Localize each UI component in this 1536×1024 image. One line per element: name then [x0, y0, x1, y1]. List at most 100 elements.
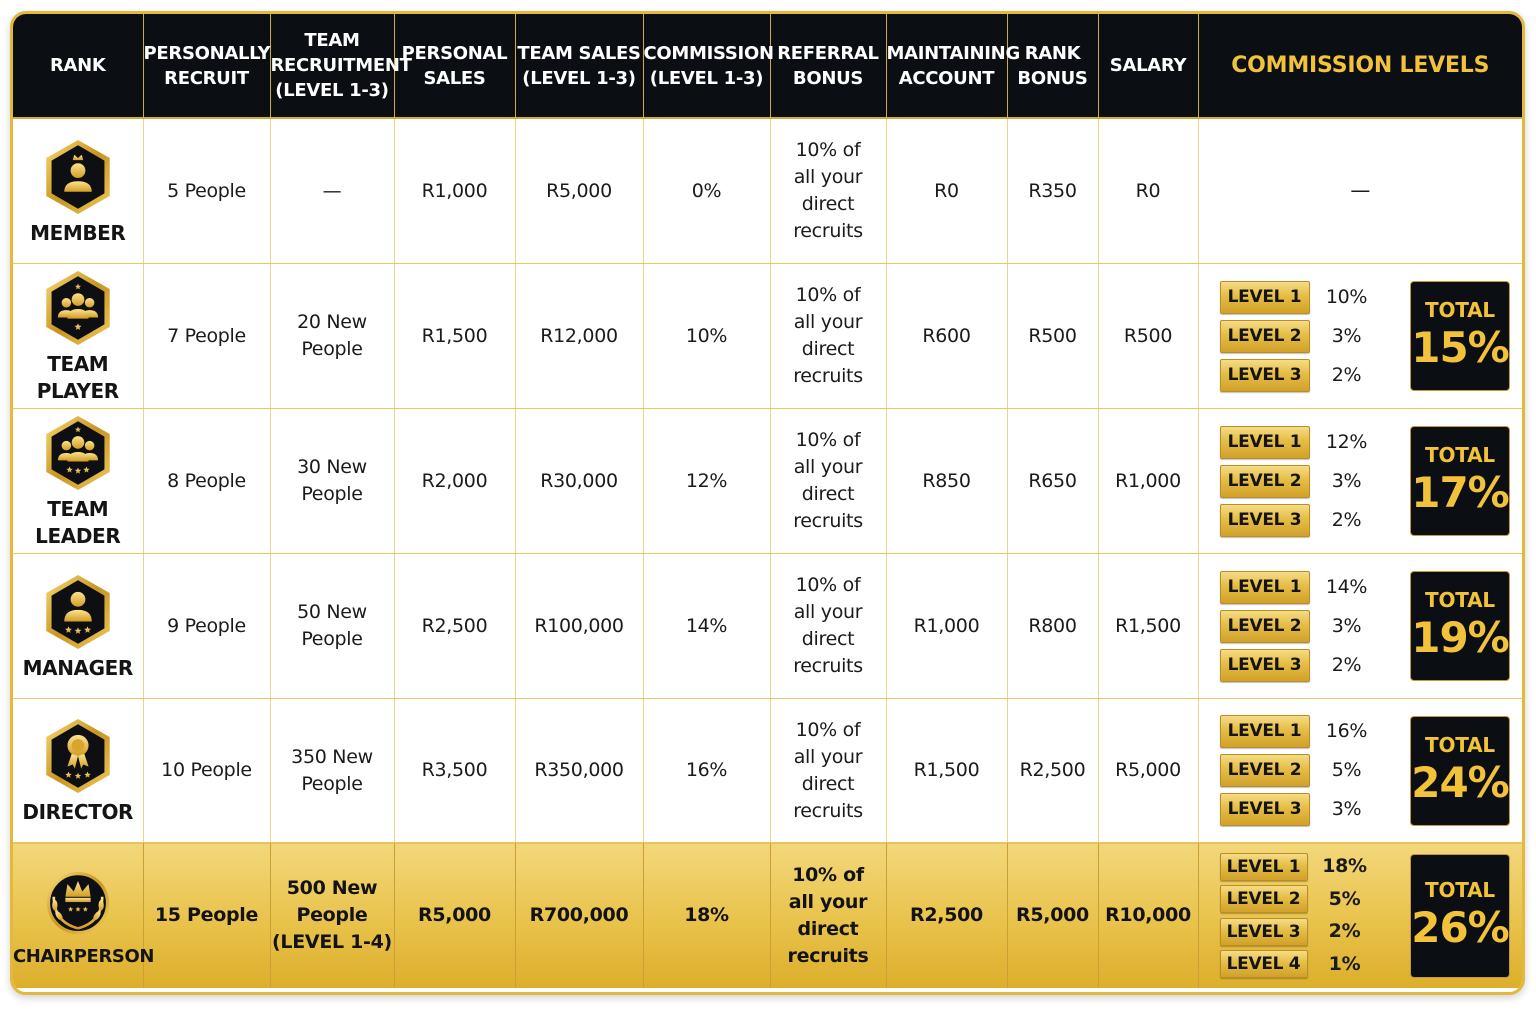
referral-bonus-cell: 10% of all your direct recruits [770, 118, 887, 264]
total-value: 15% [1411, 323, 1510, 372]
level-label: LEVEL 1 [1219, 425, 1310, 459]
commission-levels: LEVEL 1 18% LEVEL 2 5% LEVEL 3 2% LEVEL 4 1% TOT… [1199, 843, 1523, 988]
level-percent: 12% [1325, 430, 1368, 453]
total-box: TOTAL 17% [1410, 426, 1510, 536]
header-rank-bonus: RANK BONUS [1007, 14, 1099, 119]
rank-commission-table: RANK PERSONALLY RECRUIT TEAM RECRUITMENT (L… [13, 14, 1522, 988]
team-sales-cell: R100,000 [515, 553, 644, 699]
table-row: MANAGER 9 People 50 New People R2,500 R100,00… [13, 553, 1522, 699]
salary-cell: R500 [1098, 263, 1199, 409]
level-row: LEVEL 2 5% [1219, 883, 1382, 916]
header-personally-recruit: PERSONALLY RECRUIT [143, 14, 271, 119]
maintaining-account-cell: R1,500 [886, 698, 1008, 843]
header-commission: COMMISSION (LEVEL 1-3) [643, 14, 774, 119]
level-label: LEVEL 2 [1219, 609, 1310, 643]
rank-cell: MEMBER [13, 118, 144, 264]
team-recruitment-cell: — [270, 118, 395, 264]
level-row: LEVEL 1 14% [1219, 568, 1384, 607]
commission-levels: LEVEL 1 10% LEVEL 2 3% LEVEL 3 2% TOTAL 15% [1199, 264, 1523, 408]
header-line: SALARY [1109, 55, 1187, 76]
level-percent: 14% [1325, 575, 1368, 598]
referral-bonus-line: direct [801, 193, 855, 215]
table-row: TEAM PLAYER 7 People 20 New People R1,500 R12… [13, 263, 1523, 409]
header-line: ACCOUNT [898, 67, 995, 89]
personal-sales-cell: R5,000 [394, 842, 516, 988]
rank-name: MEMBER [30, 220, 126, 245]
rank-name: DIRECTOR [22, 800, 134, 824]
person-three-stars-badge-icon [46, 574, 110, 649]
level-row: LEVEL 1 10% [1219, 278, 1384, 317]
maintaining-account-cell: R2,500 [886, 842, 1008, 988]
total-value: 19% [1411, 613, 1510, 662]
level-row: LEVEL 3 2% [1219, 356, 1384, 395]
total-label: TOTAL [1425, 877, 1495, 902]
crown-laurel-badge-icon [46, 872, 109, 935]
level-percent: 16% [1325, 720, 1368, 742]
referral-bonus-line: recruits [793, 220, 863, 242]
header-line: RANK [1024, 42, 1081, 64]
level-list: LEVEL 1 12% LEVEL 2 3% LEVEL 3 2% [1219, 423, 1384, 540]
referral-bonus-line: direct [801, 483, 855, 505]
team-recruitment-cell: 20 New People [270, 263, 395, 409]
level-row: LEVEL 3 2% [1219, 916, 1382, 949]
level-row: LEVEL 1 12% [1219, 423, 1384, 462]
salary-cell: R1,000 [1098, 408, 1199, 554]
personally-recruit-cell: 15 People [143, 842, 271, 988]
commission-cell: 14% [643, 553, 771, 699]
level-label: LEVEL 3 [1219, 793, 1310, 826]
commission-levels-placeholder: — [1350, 178, 1371, 202]
header-rank: RANK [13, 14, 144, 119]
commission-cell: 10% [643, 263, 771, 409]
level-percent: 10% [1325, 285, 1368, 308]
maintaining-account-cell: R1,000 [886, 553, 1008, 699]
salary-cell: R1,500 [1098, 553, 1199, 699]
total-box: TOTAL 19% [1410, 571, 1510, 681]
team-recruitment-line: People [301, 628, 363, 650]
level-percent: 2% [1331, 363, 1362, 386]
level-list: LEVEL 1 10% LEVEL 2 3% LEVEL 3 2% [1219, 278, 1384, 395]
level-label: LEVEL 2 [1219, 754, 1310, 787]
total-value: 26% [1411, 902, 1510, 952]
team-recruitment-line: (LEVEL 1-4) [272, 931, 392, 953]
maintaining-account-cell: R850 [886, 408, 1008, 554]
table-row: MEMBER 5 People — R1,000 R5,000 0% 10% of all y… [13, 118, 1522, 264]
table-row: CHAIRPERSON 15 People 500 New People (LEVEL … [13, 842, 1523, 988]
header-line: RANK [49, 55, 106, 76]
personally-recruit-line: 5 People [167, 179, 246, 202]
header-line: PERSONALLY [143, 42, 271, 64]
commission-levels-cell: LEVEL 1 14% LEVEL 2 3% LEVEL 3 2% TOTAL 19% [1198, 553, 1522, 699]
personally-recruit-cell: 10 People [143, 698, 271, 843]
commission-levels-cell: — [1198, 118, 1522, 264]
header-row: RANK PERSONALLY RECRUIT TEAM RECRUITMENT (L… [13, 14, 1522, 119]
level-label: LEVEL 3 [1219, 648, 1310, 682]
rank-bonus-cell: R350 [1007, 118, 1099, 264]
level-row: LEVEL 2 3% [1219, 607, 1384, 646]
level-row: LEVEL 3 2% [1219, 501, 1384, 540]
referral-bonus-line: direct [801, 772, 855, 795]
referral-bonus-line: all your [793, 311, 863, 333]
personal-sales-cell: R3,500 [394, 698, 516, 843]
referral-bonus-line: recruits [793, 365, 863, 387]
team-recruitment-line: 500 New [286, 877, 378, 899]
team-sales-cell: R5,000 [515, 118, 644, 264]
header-line: PERSONAL [401, 42, 508, 64]
table-row: TEAM LEADER 8 People 30 New People R2,000 R30… [13, 408, 1522, 554]
referral-bonus-line: 10% of [795, 284, 861, 306]
total-value: 17% [1411, 468, 1510, 517]
commission-levels-cell: LEVEL 1 16% LEVEL 2 5% LEVEL 3 3% TOTAL 24% [1198, 698, 1522, 843]
team-recruitment-line: People [301, 338, 363, 360]
rank-cell: CHAIRPERSON [13, 842, 154, 988]
level-row: LEVEL 3 3% [1219, 790, 1384, 829]
total-value: 24% [1411, 757, 1510, 807]
rank-bonus-cell: R650 [1007, 408, 1099, 554]
level-row: LEVEL 1 18% [1219, 851, 1382, 884]
referral-bonus-line: 10% of [795, 139, 861, 161]
header-maintaining-account: MAINTAINING ACCOUNT [886, 14, 1020, 119]
commission-levels-cell: LEVEL 1 10% LEVEL 2 3% LEVEL 3 2% TOTAL 15% [1198, 263, 1523, 409]
commission-cell: 0% [643, 118, 771, 264]
personally-recruit-cell: 5 People [143, 118, 271, 264]
rank-name: MANAGER [22, 655, 134, 680]
level-percent: 3% [1331, 324, 1362, 347]
referral-bonus-line: 10% of [795, 429, 861, 451]
personally-recruit-line: 8 People [167, 469, 246, 492]
